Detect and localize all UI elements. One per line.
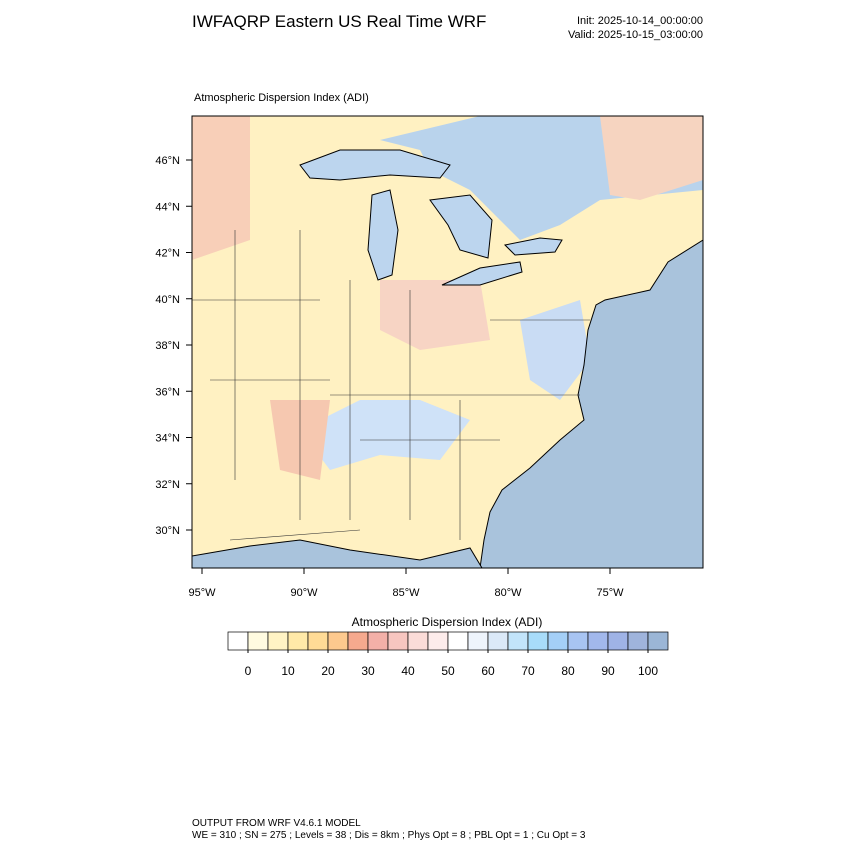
colorbar-tick-label: 30 — [361, 664, 375, 678]
lon-label: 95°W — [188, 587, 216, 599]
lake-huron — [429, 194, 493, 259]
colorbar-tick-label: 60 — [481, 664, 495, 678]
adi-region — [520, 300, 590, 400]
colorbar-box — [527, 631, 549, 651]
lat-label: 44°N — [155, 201, 180, 213]
colorbar-box — [247, 631, 269, 651]
colorbar-box — [587, 631, 609, 651]
colorbar-box — [447, 631, 469, 651]
lat-label: 40°N — [155, 294, 180, 306]
lon-label: 90°W — [290, 587, 318, 599]
init-time: Init: 2025-10-14_00:00:00 — [577, 15, 703, 27]
lat-label: 32°N — [155, 479, 180, 491]
lat-label: 36°N — [155, 386, 180, 398]
colorbar-tick-label: 40 — [401, 664, 415, 678]
footer-line: OUTPUT FROM WRF V4.6.1 MODEL — [192, 818, 361, 829]
lat-label: 34°N — [155, 433, 180, 445]
adi-region — [300, 400, 470, 470]
colorbar-box — [327, 631, 349, 651]
map-title: Atmospheric Dispersion Index (ADI) — [194, 92, 369, 104]
footer-line: WE = 310 ; SN = 275 ; Levels = 38 ; Dis … — [192, 830, 586, 841]
valid-time: Valid: 2025-10-15_03:00:00 — [568, 29, 703, 41]
lon-label: 85°W — [392, 587, 420, 599]
colorbar-tick-label: 100 — [638, 664, 658, 678]
colorbar-title: Atmospheric Dispersion Index (ADI) — [352, 615, 543, 629]
colorbar-tick-label: 80 — [561, 664, 575, 678]
lake-erie — [441, 261, 523, 286]
lat-label: 42°N — [155, 248, 180, 260]
lat-axis: 46°N 44°N 42°N 40°N 38°N 36°N 34°N 32°N 30°N — [155, 155, 192, 537]
colorbar-box — [287, 631, 309, 651]
adi-region — [380, 280, 490, 350]
lon-label: 80°W — [494, 587, 522, 599]
colorbar-tick-label: 0 — [245, 664, 252, 678]
map-frame — [191, 115, 704, 569]
lake-michigan — [367, 189, 399, 281]
colorbar-box — [267, 631, 289, 651]
colorbar-box — [487, 631, 509, 651]
lat-label: 46°N — [155, 155, 180, 167]
colorbar-box — [427, 631, 449, 651]
colorbar-box — [467, 631, 489, 651]
colorbar-box — [627, 631, 649, 651]
colorbar-tick-label: 50 — [441, 664, 455, 678]
ocean — [479, 239, 703, 568]
colorbar-tick-label: 20 — [321, 664, 335, 678]
colorbar: 0 10 20 30 40 50 60 70 80 90 100 — [227, 631, 669, 678]
title: IWFAQRP Eastern US Real Time WRF — [192, 12, 486, 31]
colorbar-box — [347, 631, 369, 651]
gulf — [192, 539, 483, 568]
lon-label: 75°W — [596, 587, 624, 599]
colorbar-box — [507, 631, 529, 651]
lat-label: 38°N — [155, 340, 180, 352]
colorbar-box — [407, 631, 429, 651]
adi-region — [600, 116, 703, 200]
colorbar-box — [367, 631, 389, 651]
colorbar-box — [387, 631, 409, 651]
lake-superior — [299, 149, 451, 181]
colorbar-box — [567, 631, 589, 651]
colorbar-box — [607, 631, 629, 651]
map — [192, 116, 703, 568]
colorbar-tick-label: 10 — [281, 664, 295, 678]
lon-axis: 95°W 90°W 85°W 80°W 75°W — [188, 568, 624, 599]
lat-label: 30°N — [155, 525, 180, 537]
colorbar-tick-label: 90 — [601, 664, 615, 678]
colorbar-box — [547, 631, 569, 651]
borders — [192, 230, 590, 541]
colorbar-box — [307, 631, 329, 651]
colorbar-tick-label: 70 — [521, 664, 535, 678]
adi-region — [192, 116, 250, 260]
colorbar-box — [647, 631, 669, 651]
lake-ontario — [503, 237, 563, 256]
colorbar-box — [227, 631, 249, 651]
